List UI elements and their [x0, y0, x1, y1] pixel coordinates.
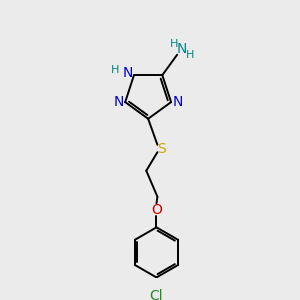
Text: Cl: Cl: [150, 289, 163, 300]
Text: N: N: [122, 66, 133, 80]
Text: H: H: [170, 39, 178, 49]
Text: N: N: [172, 95, 183, 109]
Text: H: H: [111, 65, 120, 76]
Text: H: H: [186, 50, 194, 60]
Text: S: S: [157, 142, 166, 156]
Text: N: N: [177, 42, 187, 56]
Text: N: N: [113, 95, 124, 109]
Text: O: O: [151, 203, 162, 217]
